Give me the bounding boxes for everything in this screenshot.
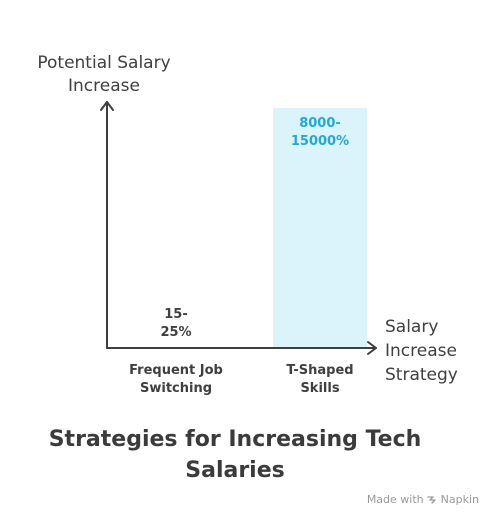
bar-2 [273, 108, 367, 348]
category-label-1: Frequent Job Switching [129, 363, 223, 396]
labels-layer: Potential Salary Increase Salary Increase St… [37, 53, 457, 396]
watermark-brand: Napkin [440, 493, 479, 506]
watermark: Made with Napkin [367, 493, 479, 506]
category-label-2: T-Shaped Skills [286, 363, 353, 396]
napkin-logo-icon [426, 496, 436, 504]
data-label-1: 15-25% [160, 307, 191, 340]
bars-layer [273, 108, 367, 348]
x-axis-arrow [367, 341, 377, 355]
x-axis-title: Salary Increase Strategy [385, 317, 458, 385]
y-axis-arrow [100, 101, 114, 111]
data-label-2: 8000-15000% [291, 116, 349, 149]
axes-layer [100, 101, 377, 355]
chart-title: Strategies for Increasing Tech Salaries [48, 427, 422, 483]
watermark-prefix: Made with [366, 493, 424, 506]
y-axis-title: Potential Salary Increase [37, 53, 170, 96]
